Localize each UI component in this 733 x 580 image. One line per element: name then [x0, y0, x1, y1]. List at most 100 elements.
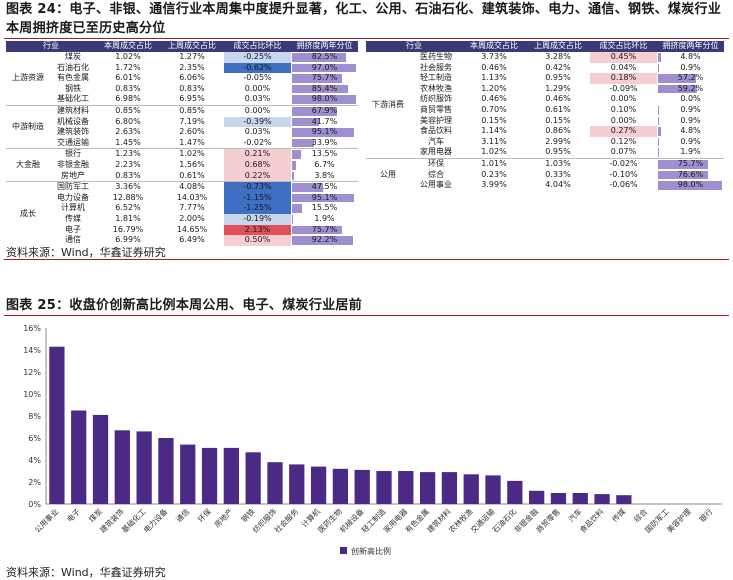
title-rule [4, 315, 729, 316]
share-change-cell: 0.50% [224, 235, 291, 246]
crowding-percentile-value: 67.9% [311, 105, 338, 115]
bar [267, 462, 283, 504]
share-change-cell: 0.10% [590, 105, 657, 116]
crowding-percentile-value: 98.0% [677, 180, 704, 190]
figure-25-title: 图表 25：收盘价创新高比例本周公用、电子、煤炭行业居前 [6, 298, 363, 313]
x-tick-label: 社会服务 [272, 506, 301, 535]
crowding-percentile-value: 3.8% [314, 170, 335, 180]
share-change-value: 0.00% [244, 105, 271, 115]
industry-name: 机械设备 [57, 116, 89, 126]
crowding-percentile-bar [292, 204, 303, 213]
crowding-percentile-cell: 57.2% [657, 73, 724, 84]
crowding-percentile-bar [658, 137, 659, 147]
crowding-percentile-bar [292, 183, 324, 192]
crowding-percentile-value: 4.8% [680, 52, 701, 61]
table-row: 钢铁 0.83% 0.83% 0.00% 85.4% [6, 84, 358, 95]
share-change-cell: -1.25% [224, 203, 291, 214]
crowding-percentile-bar [292, 193, 355, 203]
bar [594, 494, 610, 504]
crowding-percentile-value: 85.4% [311, 83, 338, 93]
share-change-value: 0.68% [244, 159, 271, 169]
share-change-value: -0.10% [609, 169, 638, 179]
crowding-percentile-cell: 95.1% [291, 127, 358, 138]
last-week-share: 14.03% [176, 192, 208, 202]
x-tick-label: 银行 [697, 506, 715, 524]
bar [49, 346, 65, 504]
crowding-percentile-value: 75.7% [311, 73, 338, 83]
last-week-share: 1.56% [179, 159, 205, 169]
title-rule [4, 38, 729, 39]
y-tick-label: 16% [23, 324, 41, 333]
crowding-percentile-cell: 47.5% [291, 181, 358, 193]
share-change-cell: -0.10% [590, 170, 657, 181]
share-change-value: 0.03% [244, 94, 271, 104]
table-row: 上游资源 煤炭 1.02% 1.27% -0.25% 82.5% [6, 52, 358, 82]
x-tick-label: 汽车 [566, 506, 584, 524]
share-change-value: 0.00% [610, 115, 637, 125]
share-change-cell: -0.25% [224, 52, 291, 63]
this-week-share: 1.45% [115, 137, 141, 147]
crowding-percentile-cell: 0.9% [657, 105, 724, 116]
crowding-percentile-bar [658, 74, 696, 83]
share-change-value: 0.50% [244, 235, 271, 245]
this-week-share: 0.85% [96, 104, 160, 117]
this-week-share: 1.14% [481, 126, 507, 136]
group-label: 公用 [366, 157, 410, 191]
table-row: 有色金属 6.01% 6.06% -0.05% 75.7% [6, 73, 358, 84]
industry-name: 计算机 [61, 203, 85, 213]
share-change-value: 0.00% [610, 94, 637, 104]
crowding-percentile-value: 82.5% [311, 52, 338, 61]
header-last-week: 上周成交占比 [526, 41, 590, 52]
share-change-cell: 0.18% [590, 73, 657, 84]
crowding-percentile-cell: 59.2% [657, 84, 724, 95]
share-change-value: -0.73% [243, 182, 272, 192]
last-week-share: 7.77% [179, 203, 205, 213]
table-row: 计算机 6.52% 7.77% -1.25% 15.5% [6, 203, 358, 214]
crowding-percentile-bar [658, 181, 723, 190]
crowding-percentile-bar [658, 84, 697, 94]
share-change-value: -1.25% [243, 203, 272, 213]
table-row: 房地产 0.83% 0.61% 0.22% 3.8% [6, 170, 358, 182]
x-tick-label: 电力设备 [141, 506, 170, 535]
crowding-percentile-cell: 82.5% [291, 52, 358, 63]
last-week-share: 6.06% [179, 73, 205, 83]
table-row: 机械设备 6.80% 7.19% -0.39% 41.7% [6, 116, 358, 128]
crowding-percentile-cell: 4.8% [657, 126, 724, 137]
share-change-value: -0.39% [243, 116, 272, 126]
bar [289, 464, 305, 504]
last-week-share: 0.85% [160, 104, 224, 117]
bar [223, 447, 239, 504]
crowding-percentile-value: 57.2% [677, 73, 704, 83]
crowding-percentile-bar [292, 225, 342, 235]
x-tick-label: 商贸零售 [534, 506, 562, 534]
figure-24-source: 资料来源：Wind，华鑫证券研究 [6, 246, 166, 259]
crowding-percentile-cell: 95.1% [291, 193, 358, 204]
share-change-value: -0.02% [243, 137, 272, 147]
industry-name: 食品饮料 [420, 126, 452, 136]
crowding-percentile-value: 1.9% [680, 147, 701, 157]
crowding-percentile-cell: 3.8% [291, 171, 358, 182]
crowding-percentile-bar [658, 116, 659, 126]
crowding-percentile-cell: 98.0% [657, 180, 724, 191]
share-change-value: 0.07% [610, 147, 637, 157]
last-week-share: 0.95% [545, 73, 571, 83]
last-week-share: 4.08% [160, 181, 224, 193]
this-week-share: 3.11% [481, 136, 507, 146]
crowding-percentile-value: 1.9% [314, 213, 335, 223]
share-change-cell: 0.00% [224, 104, 291, 117]
crowding-percentile-value: 33.9% [311, 137, 338, 147]
last-week-share: 0.61% [545, 104, 571, 114]
table-row: 交通运输 1.45% 1.47% -0.02% 33.9% [6, 138, 358, 149]
industry-name: 综合 [428, 169, 444, 179]
x-tick-label: 煤炭 [86, 506, 104, 524]
industry-name: 电力设备 [57, 192, 89, 202]
crowding-percentile-bar [292, 84, 349, 94]
industry-name: 建筑材料 [50, 104, 96, 117]
table-row: 美容护理 0.15% 0.15% 0.00% 0.9% [366, 116, 724, 127]
this-week-share: 0.46% [481, 94, 507, 104]
x-tick-label: 电子 [64, 506, 82, 524]
this-week-share: 6.52% [115, 203, 141, 213]
bar [398, 471, 414, 504]
this-week-share: 1.13% [481, 73, 507, 83]
share-change-value: 0.45% [610, 52, 637, 61]
